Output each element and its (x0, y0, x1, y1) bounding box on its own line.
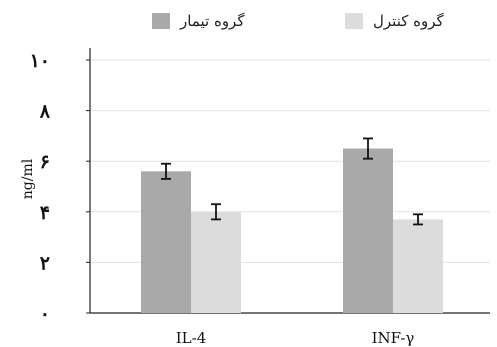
y-tick-label: ۲ (40, 252, 50, 274)
bar (343, 148, 393, 313)
x-tick-label: INF-γ (372, 329, 415, 347)
legend-item-treatment: گروه تیمار (152, 9, 244, 33)
y-tick-label: ۱۰ (30, 50, 50, 72)
bar (393, 219, 443, 313)
legend-swatch-treatment (152, 13, 170, 29)
y-tick-label: ۸ (39, 101, 51, 123)
legend-label-treatment: گروه تیمار (180, 12, 245, 30)
y-tick-label: ۰ (40, 303, 50, 325)
legend-swatch-control (345, 13, 363, 29)
bar (191, 211, 241, 313)
y-tick-label: ۴ (40, 202, 50, 224)
y-tick-label: ۶ (40, 151, 50, 173)
legend-item-control: گروه کنترل (345, 9, 444, 33)
x-tick-label: IL-4 (176, 329, 207, 347)
legend-label-control: گروه کنترل (373, 12, 444, 30)
bar (141, 171, 191, 313)
